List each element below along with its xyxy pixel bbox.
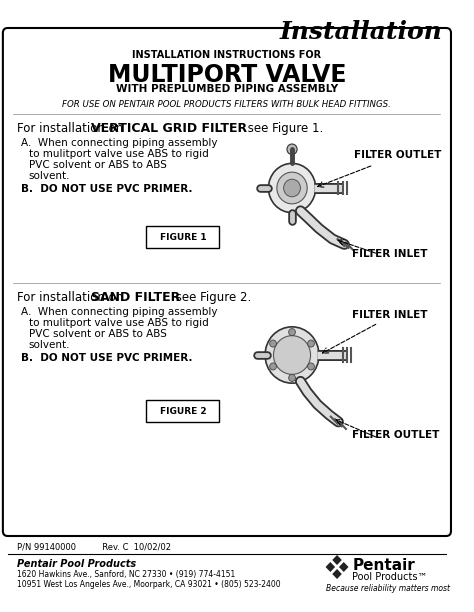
Text: Installation: Installation — [280, 20, 442, 44]
Text: PVC solvent or ABS to ABS: PVC solvent or ABS to ABS — [29, 329, 166, 339]
Circle shape — [273, 335, 310, 375]
Text: Pentair Pool Products: Pentair Pool Products — [17, 559, 137, 569]
Text: FILTER OUTLET: FILTER OUTLET — [352, 430, 440, 440]
Circle shape — [308, 363, 314, 370]
Text: FIGURE 1: FIGURE 1 — [160, 233, 206, 242]
Text: Because reliability matters most: Because reliability matters most — [326, 584, 449, 593]
Text: VERTICAL GRID FILTER: VERTICAL GRID FILTER — [91, 122, 247, 135]
Text: FOR USE ON PENTAIR POOL PRODUCTS FILTERS WITH BULK HEAD FITTINGS.: FOR USE ON PENTAIR POOL PRODUCTS FILTERS… — [63, 100, 392, 109]
FancyBboxPatch shape — [146, 226, 219, 248]
Circle shape — [268, 163, 316, 212]
Circle shape — [277, 172, 307, 204]
Text: 10951 West Los Angeles Ave., Moorpark, CA 93021 • (805) 523-2400: 10951 West Los Angeles Ave., Moorpark, C… — [17, 580, 281, 589]
Circle shape — [265, 327, 319, 383]
Text: WITH PREPLUMBED PIPING ASSEMBLY: WITH PREPLUMBED PIPING ASSEMBLY — [116, 84, 338, 94]
Circle shape — [289, 329, 295, 335]
Text: B.  DO NOT USE PVC PRIMER.: B. DO NOT USE PVC PRIMER. — [21, 353, 192, 363]
Polygon shape — [326, 562, 335, 572]
Text: SAND FILTER: SAND FILTER — [91, 291, 180, 304]
Circle shape — [283, 179, 301, 197]
FancyBboxPatch shape — [146, 400, 219, 422]
Text: Pool Products™: Pool Products™ — [352, 572, 428, 582]
Circle shape — [270, 363, 276, 370]
Text: see Figure 1.: see Figure 1. — [244, 122, 323, 135]
Circle shape — [287, 144, 297, 155]
Circle shape — [289, 375, 295, 381]
Text: A.  When connecting piping assembly: A. When connecting piping assembly — [21, 138, 218, 148]
Text: MULTIPORT VALVE: MULTIPORT VALVE — [108, 63, 346, 87]
Text: B.  DO NOT USE PVC PRIMER.: B. DO NOT USE PVC PRIMER. — [21, 184, 192, 194]
Text: FILTER INLET: FILTER INLET — [352, 249, 428, 259]
Text: to mulitport valve use ABS to rigid: to mulitport valve use ABS to rigid — [29, 149, 209, 159]
Polygon shape — [339, 562, 348, 572]
Text: P/N 99140000          Rev. C  10/02/02: P/N 99140000 Rev. C 10/02/02 — [17, 542, 171, 551]
Circle shape — [270, 340, 276, 347]
Text: Pentair: Pentair — [352, 558, 415, 573]
Text: A.  When connecting piping assembly: A. When connecting piping assembly — [21, 307, 218, 317]
Text: 1620 Hawkins Ave., Sanford, NC 27330 • (919) 774-4151: 1620 Hawkins Ave., Sanford, NC 27330 • (… — [17, 570, 236, 579]
Text: FIGURE 2: FIGURE 2 — [160, 406, 206, 416]
Text: FILTER OUTLET: FILTER OUTLET — [354, 150, 442, 160]
Text: For installation on: For installation on — [17, 122, 127, 135]
Circle shape — [308, 340, 314, 347]
Text: see Figure 2.: see Figure 2. — [173, 291, 252, 304]
Polygon shape — [332, 569, 342, 579]
Text: FILTER INLET: FILTER INLET — [352, 310, 428, 320]
Text: INSTALLATION INSTRUCTIONS FOR: INSTALLATION INSTRUCTIONS FOR — [132, 50, 321, 60]
Text: solvent.: solvent. — [29, 340, 70, 350]
Text: to mulitport valve use ABS to rigid: to mulitport valve use ABS to rigid — [29, 318, 209, 328]
Polygon shape — [332, 555, 342, 565]
Text: For installation on: For installation on — [17, 291, 127, 304]
Text: PVC solvent or ABS to ABS: PVC solvent or ABS to ABS — [29, 160, 166, 170]
Text: solvent.: solvent. — [29, 171, 70, 181]
